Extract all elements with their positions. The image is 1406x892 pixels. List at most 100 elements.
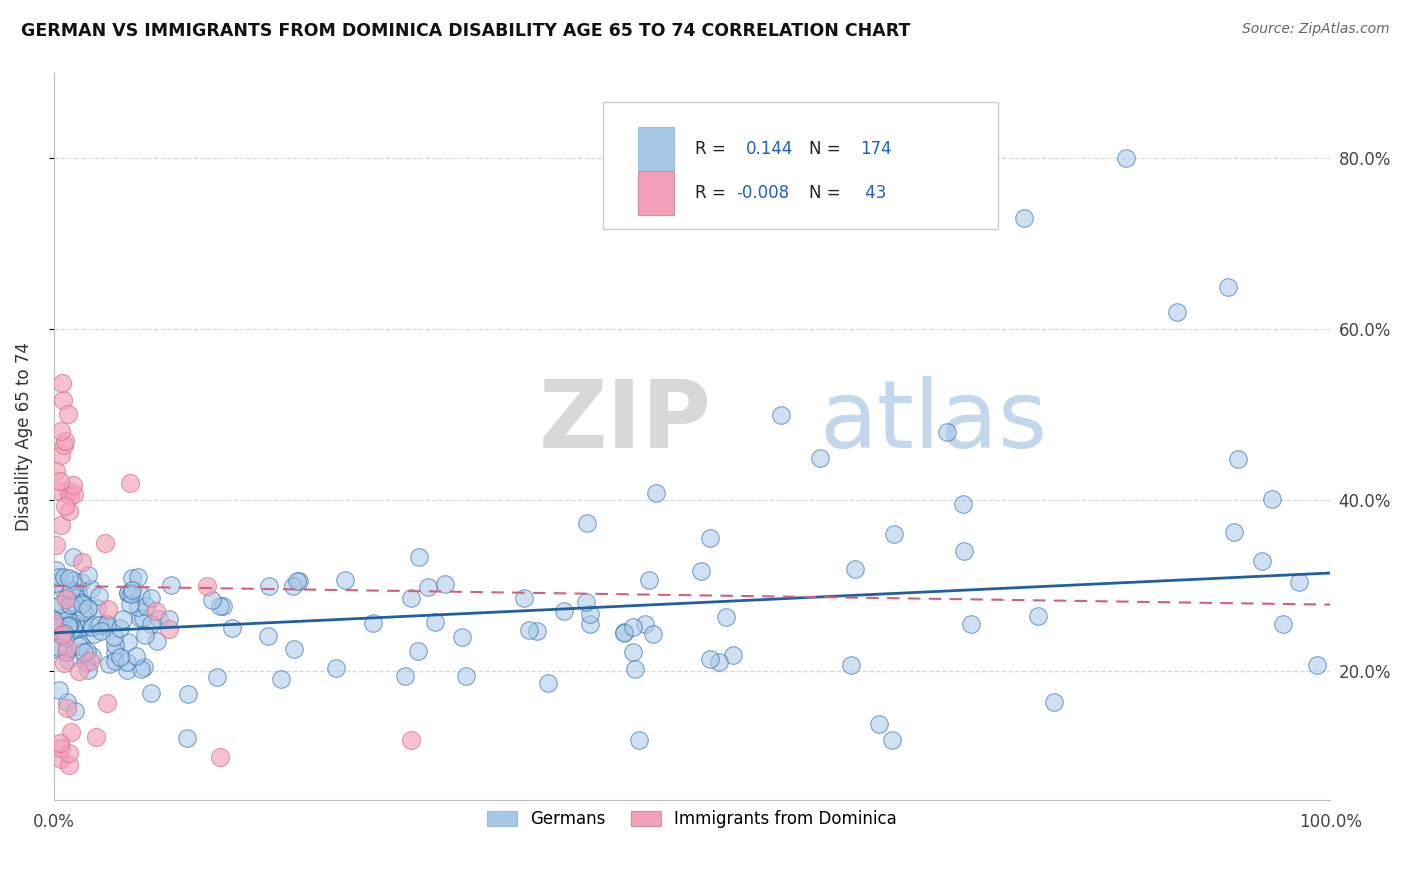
Point (46, 640, 69, 654)
Point (868, 716, 890, 731)
Point (58, 504, 80, 518)
Point (145, 605, 167, 619)
Point (129, 662, 152, 676)
Point (96, 696, 118, 710)
Point (844, 562, 866, 576)
Point (1043, 695, 1066, 709)
Point (953, 544, 976, 558)
Point (839, 658, 862, 673)
Text: 43: 43 (860, 184, 887, 202)
Point (399, 732, 422, 747)
Point (127, 569, 149, 583)
Point (575, 516, 598, 530)
Point (48, 682, 70, 697)
Bar (638, 171, 673, 215)
Point (53, 656, 76, 670)
Point (285, 574, 308, 589)
Point (52, 438, 75, 452)
Point (52, 570, 75, 584)
Point (89, 590, 111, 604)
Point (135, 599, 157, 614)
Point (134, 628, 156, 642)
Point (51, 518, 73, 533)
Point (66, 585, 89, 599)
Point (146, 633, 169, 648)
Point (67, 665, 90, 679)
Point (638, 573, 661, 587)
Text: R =: R = (695, 140, 731, 158)
Point (84, 730, 107, 744)
Point (621, 620, 644, 634)
Point (141, 591, 163, 605)
Text: Source: ZipAtlas.com: Source: ZipAtlas.com (1241, 22, 1389, 37)
Point (79, 654, 101, 668)
Point (714, 610, 737, 624)
Point (56, 483, 79, 498)
Point (880, 732, 903, 747)
Point (59, 582, 82, 597)
Point (77, 664, 100, 678)
Point (723, 648, 745, 663)
Point (1272, 616, 1295, 631)
Point (707, 655, 730, 669)
Point (83, 626, 105, 640)
Point (52, 610, 75, 624)
Point (70, 595, 93, 609)
Point (575, 595, 598, 609)
Point (117, 635, 139, 649)
Point (624, 662, 647, 676)
Point (52, 392, 75, 407)
Point (139, 686, 162, 700)
Point (579, 617, 602, 632)
Point (221, 621, 243, 635)
Point (526, 624, 548, 638)
Point (51, 628, 73, 642)
Point (48, 570, 70, 584)
Point (579, 607, 602, 621)
Point (97, 601, 120, 615)
Point (283, 641, 305, 656)
Point (56, 695, 79, 709)
Point (1115, 152, 1137, 166)
Text: 0.144: 0.144 (745, 140, 793, 158)
Point (72, 605, 94, 619)
Point (69, 639, 91, 653)
Text: GERMAN VS IMMIGRANTS FROM DOMINICA DISABILITY AGE 65 TO 74 CORRELATION CHART: GERMAN VS IMMIGRANTS FROM DOMINICA DISAB… (21, 22, 911, 40)
Point (63, 704, 86, 718)
Point (423, 615, 446, 629)
Point (1306, 657, 1329, 672)
Point (127, 599, 149, 614)
Point (53, 434, 76, 448)
Point (361, 616, 384, 631)
Point (94, 617, 117, 632)
Point (613, 624, 636, 639)
Point (49, 597, 72, 611)
Text: R =: R = (695, 184, 731, 202)
Point (628, 732, 651, 747)
Point (63, 486, 86, 500)
Point (117, 586, 139, 600)
Point (335, 573, 357, 587)
Point (157, 612, 180, 626)
Point (689, 564, 711, 578)
Point (62, 622, 84, 636)
Point (75, 656, 97, 670)
Point (51, 376, 73, 390)
Point (52, 625, 75, 640)
Point (634, 617, 657, 632)
Point (108, 621, 131, 635)
Point (433, 577, 456, 591)
Point (259, 579, 281, 593)
Point (44, 613, 66, 627)
Point (55, 645, 77, 659)
Text: 174: 174 (860, 140, 891, 158)
Point (1216, 279, 1239, 293)
Point (120, 587, 142, 601)
Point (1223, 525, 1246, 540)
Point (699, 652, 721, 666)
Text: -0.008: -0.008 (737, 184, 790, 202)
Point (104, 645, 127, 659)
Point (49, 736, 72, 750)
Point (132, 610, 155, 624)
Point (121, 571, 143, 585)
